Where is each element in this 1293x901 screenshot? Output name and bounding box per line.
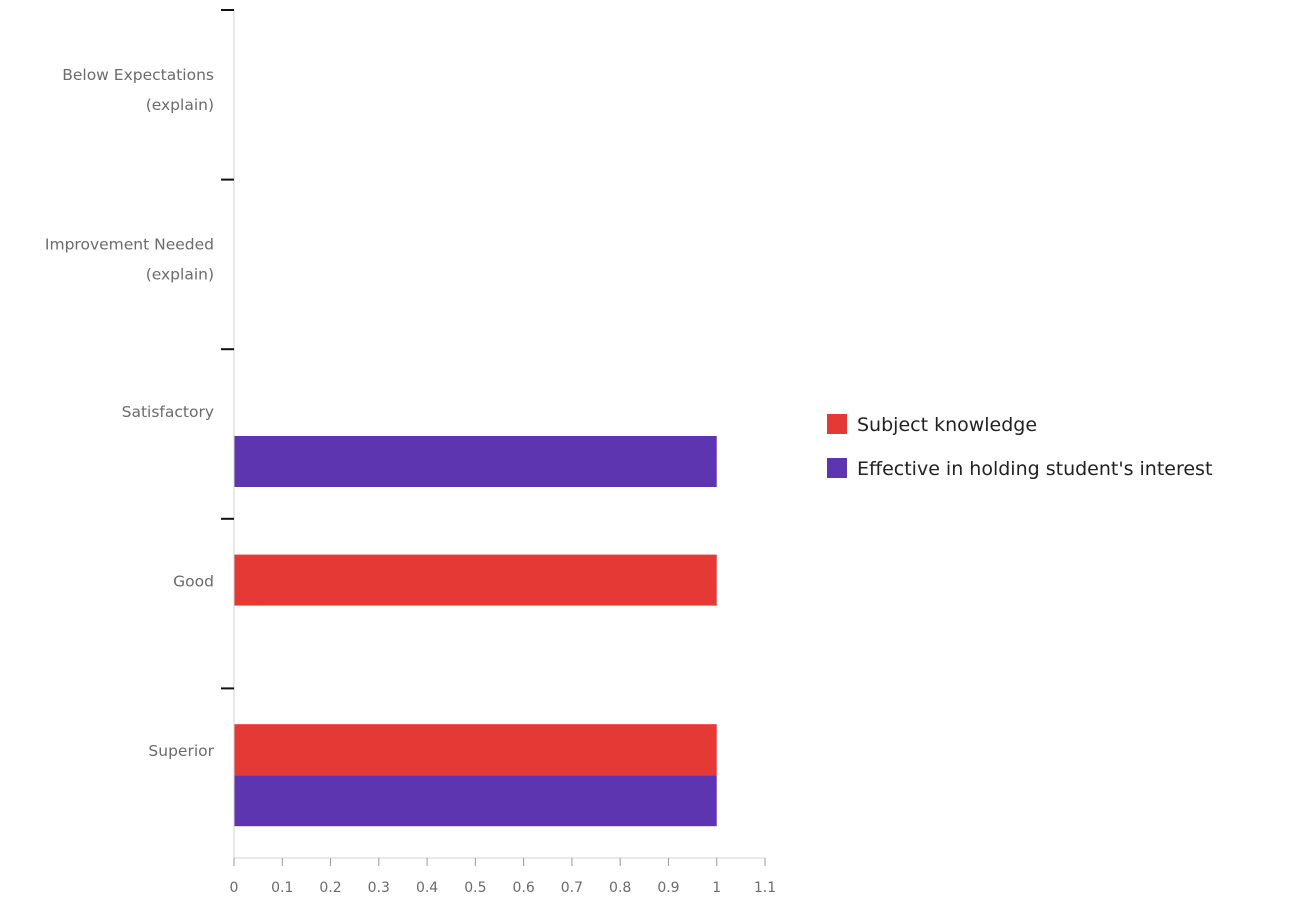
category-label: Good [173, 573, 214, 591]
x-tick-label: 0.9 [657, 880, 679, 896]
category-label: Improvement Needed (explain) [45, 235, 214, 283]
category-label: Satisfactory [122, 403, 214, 421]
bars-layer [234, 436, 717, 827]
axes-layer [221, 9, 766, 866]
legend: Subject knowledge Effective in holding st… [827, 414, 1212, 480]
legend-swatch-subject-knowledge [827, 414, 847, 434]
x-tick-label: 0.6 [513, 880, 535, 896]
x-tick-label: 0.5 [464, 880, 486, 896]
x-tick-label: 0.4 [416, 880, 438, 896]
legend-swatch-holding-interest [827, 458, 847, 478]
bar-subject-knowledge-3 [234, 554, 717, 606]
category-labels: Below Expectations (explain) Improvement N… [45, 66, 215, 760]
x-tick-label: 0.7 [561, 880, 583, 896]
x-tick-label: 0.3 [368, 880, 390, 896]
legend-label-subject-knowledge: Subject knowledge [857, 414, 1037, 436]
category-label: Superior [148, 742, 214, 760]
x-tick-label: 1 [712, 880, 721, 896]
legend-label-holding-interest: Effective in holding student's interest [857, 458, 1212, 480]
x-tick-labels: 0 0.1 0.2 0.3 0.4 0.5 0.6 0.7 0.8 0.9 1 1.1 [230, 880, 777, 896]
x-tick-label: 0 [230, 880, 239, 896]
bar-holding-interest-4 [234, 775, 717, 827]
bar-holding-interest-2 [234, 436, 717, 487]
x-tick-label: 0.1 [271, 880, 293, 896]
x-tick-label: 0.2 [319, 880, 341, 896]
bar-subject-knowledge-4 [234, 724, 717, 776]
x-tick-label: 0.8 [609, 880, 631, 896]
category-label: Below Expectations (explain) [62, 66, 214, 114]
x-tick-label: 1.1 [754, 880, 776, 896]
